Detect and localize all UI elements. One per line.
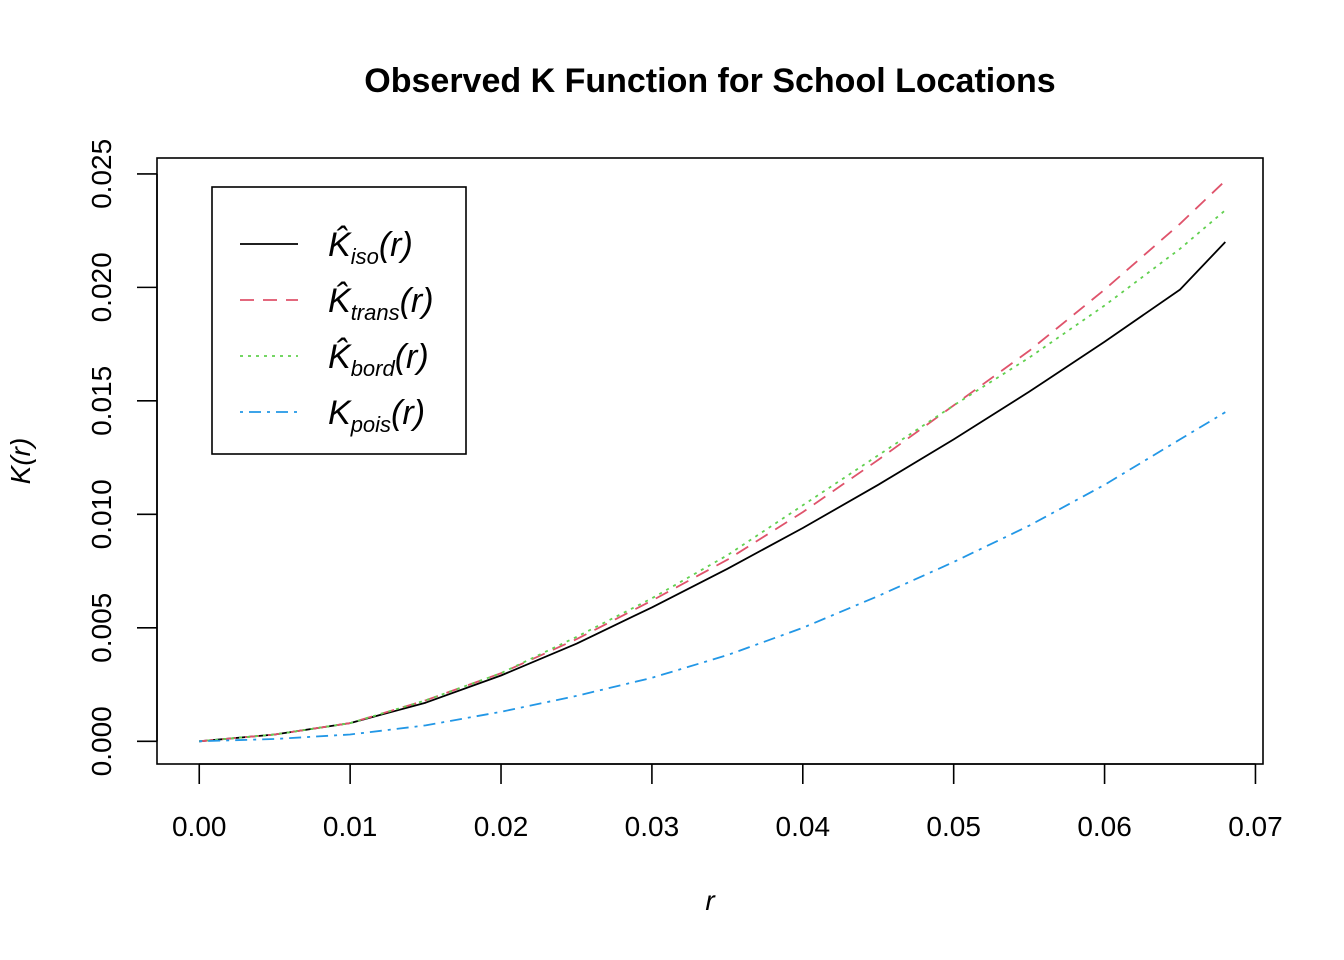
- series-line-trans: [199, 180, 1226, 743]
- legend-label-pois: Kpois(r): [328, 394, 425, 437]
- y-axis-label: K(r): [5, 438, 36, 485]
- x-tick-label: 0.04: [776, 811, 831, 842]
- series-line-pois: [199, 411, 1226, 743]
- x-tick-label: 0.03: [625, 811, 680, 842]
- y-tick-label: 0.005: [86, 593, 117, 663]
- x-tick-label: 0.00: [172, 811, 227, 842]
- x-tick-label: 0.06: [1077, 811, 1132, 842]
- legend-label-iso: K̂iso(r): [328, 225, 413, 269]
- x-tick-label: 0.05: [926, 811, 981, 842]
- y-axis: 0.000 0.005 0.010 0.015 0.020 0.025: [86, 139, 158, 776]
- legend-label-bord: K̂bord(r): [328, 337, 429, 381]
- y-tick-label: 0.015: [86, 366, 117, 436]
- x-tick-label: 0.02: [474, 811, 529, 842]
- series-line-bord: [199, 209, 1226, 743]
- y-tick-label: 0.020: [86, 252, 117, 322]
- y-tick-label: 0.000: [86, 706, 117, 776]
- x-axis: 0.00 0.01 0.02 0.03 0.04 0.05 0.06 0.07: [172, 763, 1283, 842]
- plot-frame: [156, 157, 1264, 765]
- y-tick-label: 0.010: [86, 479, 117, 549]
- y-tick-label: 0.025: [86, 139, 117, 209]
- series-layer: [199, 180, 1226, 743]
- x-axis-label: r: [705, 885, 716, 916]
- legend-label-trans: K̂trans(r): [328, 281, 434, 325]
- legend-box: [211, 186, 467, 455]
- x-tick-label: 0.01: [323, 811, 378, 842]
- legend: K̂iso(r) K̂trans(r) K̂bord(r) Kpois(r): [211, 186, 467, 455]
- chart-title: Observed K Function for School Locations: [364, 62, 1055, 100]
- x-tick-label: 0.07: [1228, 811, 1283, 842]
